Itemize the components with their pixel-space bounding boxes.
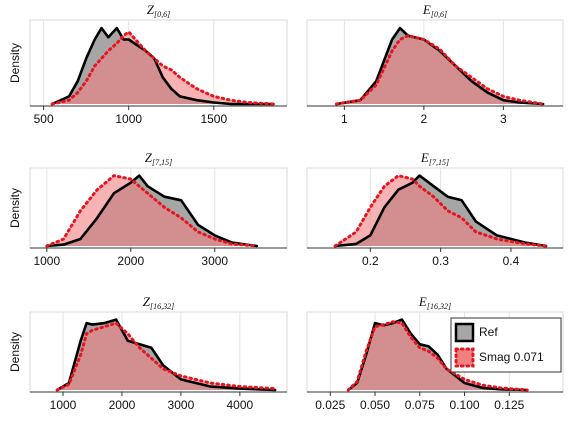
x-tick-label: 1000: [50, 398, 77, 412]
title-subscript: [16,32]: [150, 302, 174, 311]
title-subscript: [0,6]: [154, 10, 170, 19]
density-areas: [346, 318, 529, 392]
subplot-title: Z[16,32]: [143, 294, 174, 311]
area-fill: [46, 175, 257, 246]
legend-label: Ref: [479, 325, 498, 339]
title-main: E: [422, 2, 431, 17]
subplot-title: E[0,6]: [422, 2, 447, 19]
y-axis-label: Density: [8, 43, 22, 83]
density-line: [346, 320, 529, 392]
title-subscript: [16,32]: [427, 302, 451, 311]
x-tick-label: 1000: [115, 112, 142, 126]
x-tick-label: 500: [34, 112, 54, 126]
legend-swatch: [454, 347, 475, 368]
x-tick-label: 2000: [117, 254, 144, 268]
subplot-title: E[7,15]: [420, 150, 449, 167]
area-fill: [336, 35, 544, 105]
title-main: Z: [147, 2, 155, 17]
density-areas: [55, 318, 277, 392]
y-axis-label: Density: [8, 332, 22, 372]
x-tick-label: 3: [500, 112, 507, 126]
density-line: [45, 174, 259, 248]
density-line: [333, 174, 548, 248]
legend: Ref Smag 0.071: [450, 317, 562, 373]
legend-label: Smag 0.071: [479, 350, 544, 364]
x-tick-label: 1: [341, 112, 348, 126]
x-tick-label: 0.2: [362, 254, 379, 268]
x-tick-label: 0.025: [315, 398, 345, 412]
density-line: [55, 321, 277, 392]
subplot-title: Z[7,15]: [145, 150, 172, 167]
density-areas: [334, 26, 545, 106]
x-tick-label: 0.100: [450, 398, 480, 412]
x-tick-label: 2: [421, 112, 428, 126]
x-tick-label: 2000: [109, 398, 136, 412]
area-fill: [335, 175, 547, 246]
x-tick-label: 0.4: [503, 254, 520, 268]
x-tick-label: 3000: [201, 254, 228, 268]
density-line: [50, 26, 275, 106]
y-axis-label: Density: [8, 188, 22, 228]
density-line: [45, 174, 259, 248]
area-fill: [348, 321, 528, 390]
density-line: [333, 174, 548, 248]
subplot-title: Z[0,6]: [147, 2, 170, 19]
x-tick-label: 4000: [226, 398, 253, 412]
title-main: Z: [145, 150, 153, 165]
area-fill: [52, 31, 274, 104]
x-tick-label: 0.125: [494, 398, 524, 412]
density-areas: [45, 174, 259, 248]
legend-swatch: [454, 322, 475, 343]
x-tick-label: 0.050: [360, 398, 390, 412]
density-areas: [50, 26, 275, 106]
title-main: Z: [143, 294, 151, 309]
title-subscript: [0,6]: [431, 10, 447, 19]
x-tick-label: 1500: [200, 112, 227, 126]
title-main: E: [418, 294, 427, 309]
density-line: [50, 30, 275, 106]
density-line: [55, 318, 277, 392]
density-line: [334, 34, 545, 106]
x-tick-label: 1000: [33, 254, 60, 268]
density-areas: [333, 174, 548, 248]
title-main: E: [420, 150, 429, 165]
subplot-title: E[16,32]: [418, 294, 451, 311]
x-tick-label: 0.3: [432, 254, 449, 268]
title-subscript: [7,15]: [152, 158, 172, 167]
x-tick-label: 0.075: [405, 398, 435, 412]
area-fill: [57, 323, 276, 390]
x-tick-label: 3000: [168, 398, 195, 412]
title-subscript: [7,15]: [429, 158, 449, 167]
